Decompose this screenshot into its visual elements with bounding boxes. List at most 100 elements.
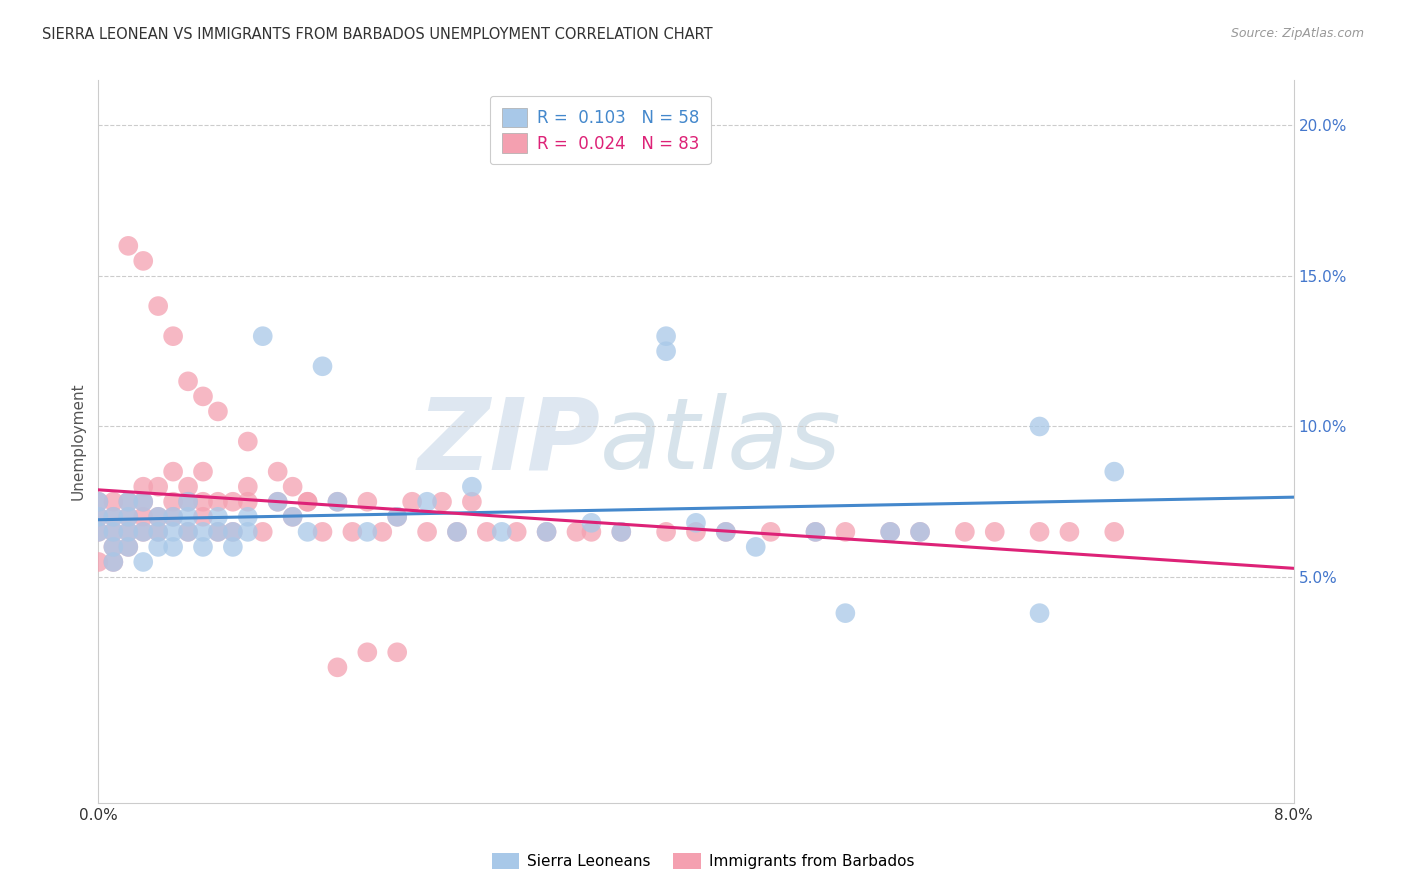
Point xyxy=(103,555,125,569)
Point xyxy=(87,524,110,539)
Point xyxy=(267,494,290,508)
Point xyxy=(162,540,184,554)
Point xyxy=(908,524,931,539)
Point xyxy=(430,494,453,508)
Point xyxy=(685,516,707,530)
Point xyxy=(222,540,245,554)
Point xyxy=(207,524,229,539)
Point xyxy=(117,239,139,253)
Point xyxy=(87,494,110,508)
Point xyxy=(236,434,259,449)
Point xyxy=(191,540,214,554)
Point xyxy=(103,524,125,539)
Point xyxy=(461,480,484,494)
Point xyxy=(177,524,200,539)
Point xyxy=(581,524,603,539)
Point xyxy=(132,555,155,569)
Point xyxy=(281,480,304,494)
Point xyxy=(117,524,139,539)
Point xyxy=(207,524,229,539)
Point xyxy=(311,359,333,374)
Point xyxy=(281,509,304,524)
Point xyxy=(236,509,259,524)
Point xyxy=(714,524,737,539)
Point xyxy=(177,374,200,388)
Point xyxy=(356,645,378,659)
Point xyxy=(117,494,139,508)
Point xyxy=(191,494,214,508)
Point xyxy=(103,540,125,554)
Point xyxy=(1028,524,1050,539)
Point xyxy=(385,509,409,524)
Point xyxy=(103,555,125,569)
Point xyxy=(491,524,513,539)
Point xyxy=(162,509,184,524)
Point xyxy=(385,645,409,659)
Point xyxy=(103,494,125,508)
Point xyxy=(267,465,290,479)
Point xyxy=(117,540,139,554)
Text: SIERRA LEONEAN VS IMMIGRANTS FROM BARBADOS UNEMPLOYMENT CORRELATION CHART: SIERRA LEONEAN VS IMMIGRANTS FROM BARBAD… xyxy=(42,27,713,42)
Point xyxy=(117,524,139,539)
Point xyxy=(103,509,125,524)
Point xyxy=(207,494,229,508)
Point xyxy=(148,509,170,524)
Point xyxy=(953,524,976,539)
Point xyxy=(342,524,364,539)
Point xyxy=(1104,524,1126,539)
Point xyxy=(117,509,139,524)
Point xyxy=(236,480,259,494)
Point xyxy=(148,540,170,554)
Point xyxy=(103,509,125,524)
Point xyxy=(87,494,110,508)
Point xyxy=(1028,606,1050,620)
Point xyxy=(759,524,782,539)
Point xyxy=(148,524,170,539)
Point xyxy=(311,524,333,539)
Point xyxy=(984,524,1007,539)
Point xyxy=(103,540,125,554)
Point xyxy=(581,516,603,530)
Point xyxy=(385,509,409,524)
Point xyxy=(148,480,170,494)
Point xyxy=(356,494,378,508)
Point xyxy=(177,480,200,494)
Point xyxy=(103,524,125,539)
Point xyxy=(1028,419,1050,434)
Text: Source: ZipAtlas.com: Source: ZipAtlas.com xyxy=(1230,27,1364,40)
Point xyxy=(162,509,184,524)
Point xyxy=(148,509,170,524)
Point xyxy=(281,509,304,524)
Point xyxy=(222,494,245,508)
Point xyxy=(804,524,827,539)
Point xyxy=(148,299,170,313)
Point xyxy=(610,524,633,539)
Point xyxy=(117,494,139,508)
Point xyxy=(117,509,139,524)
Point xyxy=(536,524,558,539)
Point xyxy=(685,524,707,539)
Point xyxy=(191,465,214,479)
Point xyxy=(565,524,588,539)
Point xyxy=(879,524,901,539)
Point xyxy=(908,524,931,539)
Point xyxy=(191,389,214,403)
Text: atlas: atlas xyxy=(600,393,842,490)
Point xyxy=(326,660,349,674)
Point xyxy=(177,509,200,524)
Legend: R =  0.103   N = 58, R =  0.024   N = 83: R = 0.103 N = 58, R = 0.024 N = 83 xyxy=(491,95,710,164)
Point xyxy=(834,606,856,620)
Point xyxy=(177,494,200,508)
Point xyxy=(252,524,274,539)
Point xyxy=(236,524,259,539)
Point xyxy=(610,524,633,539)
Point xyxy=(371,524,394,539)
Point xyxy=(834,524,856,539)
Point xyxy=(132,480,155,494)
Point xyxy=(536,524,558,539)
Point xyxy=(416,524,439,539)
Point xyxy=(655,524,678,539)
Point xyxy=(207,404,229,418)
Point xyxy=(446,524,468,539)
Point xyxy=(714,524,737,539)
